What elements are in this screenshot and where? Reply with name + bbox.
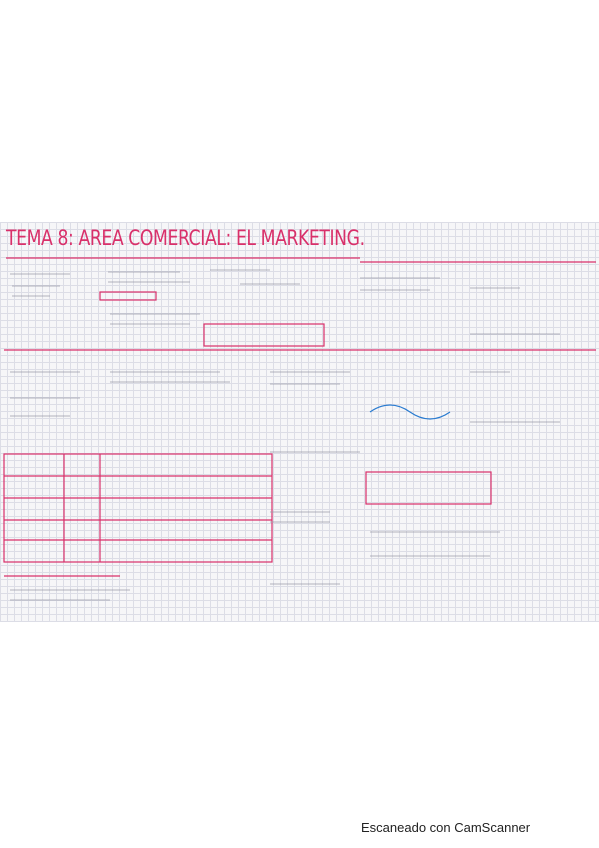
title: TEMA 8: AREA COMERCIAL: EL MARKETING. [6,226,365,250]
handwritten-notes [3,257,596,601]
text-lines [10,269,560,601]
highlights [3,257,596,577]
scanner-watermark: Escaneado con CamScanner [361,820,531,835]
notes-sheet: TEMA 8: AREA COMERCIAL: EL MARKETING. [0,222,599,622]
